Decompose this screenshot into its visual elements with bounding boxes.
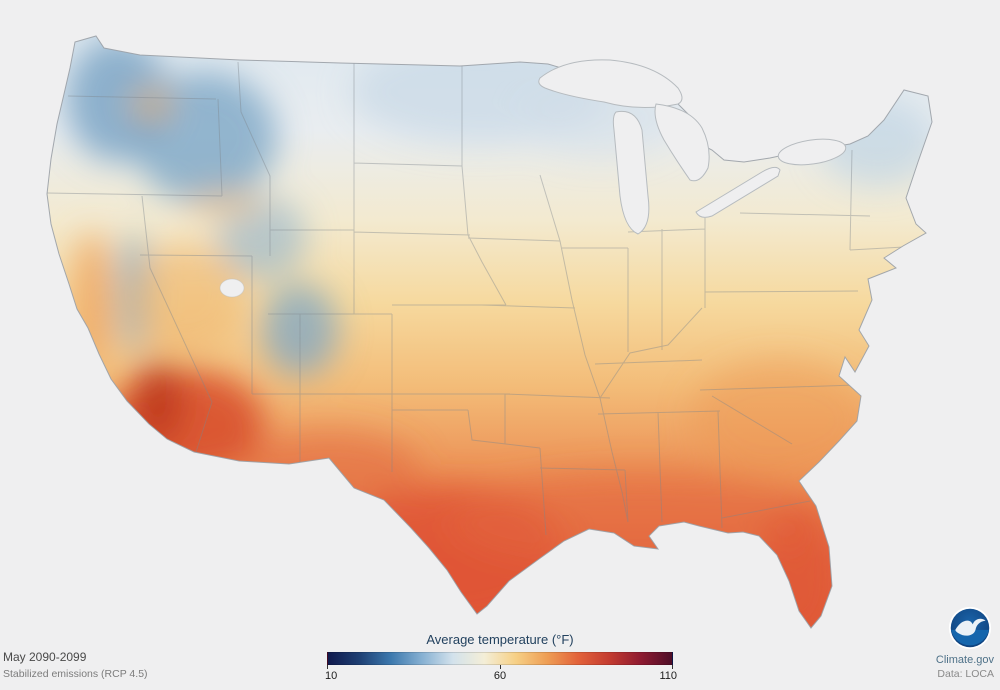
temperature-colorbar bbox=[327, 652, 673, 665]
period-label: May 2090-2099 bbox=[3, 650, 87, 664]
great-lakes bbox=[219, 59, 847, 298]
us-outline bbox=[46, 35, 933, 629]
colorbar-tick-labels: 10 60 110 bbox=[325, 670, 677, 683]
map-meta: May 2090-2099 Stabilized emissions (RCP … bbox=[3, 650, 148, 680]
temperature-field bbox=[47, 36, 932, 628]
credits: Climate.gov Data: LOCA bbox=[936, 606, 994, 680]
scenario-label: Stabilized emissions (RCP 4.5) bbox=[3, 668, 148, 680]
great-salt-lake bbox=[219, 278, 245, 298]
legend-title: Average temperature (°F) bbox=[426, 632, 574, 647]
lake-huron bbox=[654, 103, 710, 182]
colorbar-tick-marks bbox=[327, 665, 673, 669]
lake-michigan bbox=[612, 110, 650, 235]
legend-tick-mid: 60 bbox=[493, 670, 507, 682]
footer: May 2090-2099 Stabilized emissions (RCP … bbox=[0, 606, 1000, 690]
legend-tick-min: 10 bbox=[325, 670, 338, 682]
noaa-logo bbox=[948, 606, 992, 650]
lake-superior bbox=[538, 59, 683, 109]
temperature-legend: Average temperature (°F) 10 60 110 bbox=[325, 632, 677, 683]
noaa-gull-icon bbox=[955, 618, 986, 636]
credit-source: Climate.gov bbox=[935, 654, 994, 666]
state-borders bbox=[47, 61, 905, 536]
legend-tick-max: 110 bbox=[659, 670, 677, 682]
lake-erie bbox=[695, 166, 781, 218]
lake-ontario bbox=[777, 138, 847, 166]
credit-data: Data: LOCA bbox=[937, 668, 994, 680]
